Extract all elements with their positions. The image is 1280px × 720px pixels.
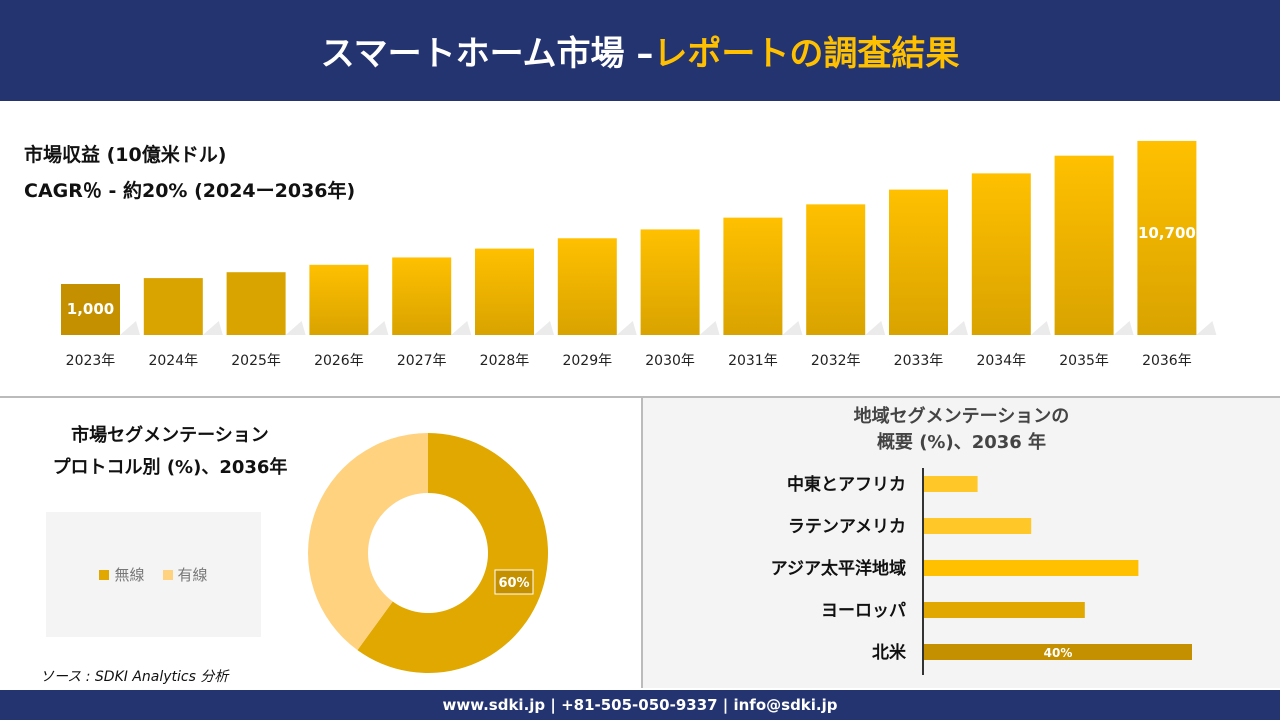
year-tick-label: 2031年 bbox=[728, 353, 778, 369]
region-bar bbox=[924, 602, 1085, 618]
section-divider bbox=[0, 396, 1280, 398]
revenue-bar bbox=[723, 217, 783, 335]
revenue-bar bbox=[392, 257, 452, 335]
protocol-donut-chart: 60% bbox=[308, 433, 548, 673]
region-label: ラテンアメリカ bbox=[788, 517, 906, 537]
protocol-legend: 無線 有線 bbox=[46, 512, 261, 637]
region-label: ヨーロッパ bbox=[821, 601, 906, 621]
protocol-chart-title: 市場セグメンテーション プロトコル別 (%)、2036年 bbox=[30, 420, 310, 484]
year-tick-label: 2036年 bbox=[1142, 353, 1192, 369]
slice-label-box bbox=[494, 569, 534, 595]
regional-panel: 地域セグメンテーションの 概要 (%)、2036 年 中東とアフリカ ラテンアメリ… bbox=[641, 398, 1280, 688]
region-bar bbox=[924, 644, 1192, 660]
year-tick-label: 2034年 bbox=[976, 353, 1026, 369]
header-banner: スマートホーム市場 – レポートの調査結果 bbox=[0, 0, 1280, 101]
legend-item-wireless: 無線 bbox=[99, 564, 145, 585]
revenue-bar bbox=[971, 173, 1031, 335]
bar-shadow bbox=[1196, 321, 1217, 335]
donut-slice bbox=[308, 433, 428, 651]
year-tick-label: 2030年 bbox=[645, 353, 695, 369]
region-bar bbox=[924, 518, 1032, 534]
regional-title-line1: 地域セグメンテーションの bbox=[853, 406, 1070, 427]
legend-label: 有線 bbox=[177, 566, 208, 584]
bar-shadow bbox=[782, 321, 803, 335]
year-tick-label: 2029年 bbox=[562, 353, 612, 369]
year-tick-label: 2023年 bbox=[66, 353, 116, 369]
revenue-bar bbox=[1137, 140, 1197, 335]
year-tick-label: 2025年 bbox=[231, 353, 281, 369]
year-tick-label: 2033年 bbox=[894, 353, 944, 369]
revenue-bar bbox=[640, 229, 700, 335]
revenue-bar-chart: 2023年 1,000 2024年 2025年 2026年 2027年 2028年 2029年… bbox=[61, 140, 1217, 369]
region-bar bbox=[924, 560, 1139, 576]
bar-shadow bbox=[534, 321, 554, 335]
region-data-label: 40% bbox=[1044, 646, 1073, 660]
revenue-bar bbox=[309, 264, 369, 335]
bar-shadow bbox=[120, 321, 140, 335]
revenue-bar bbox=[806, 204, 866, 335]
slice-label: 60% bbox=[498, 576, 529, 591]
region-label: 北米 bbox=[872, 642, 907, 663]
revenue-bar bbox=[889, 189, 948, 335]
revenue-bar bbox=[475, 248, 534, 335]
region-bar bbox=[924, 476, 978, 492]
bar-shadow bbox=[1113, 321, 1134, 335]
bar-shadow bbox=[948, 321, 968, 335]
protocol-title-line1: 市場セグメンテーション bbox=[71, 425, 269, 446]
bar-shadow bbox=[1030, 321, 1051, 335]
donut-slice bbox=[357, 433, 548, 673]
year-tick-label: 2035年 bbox=[1059, 353, 1109, 369]
legend-swatch bbox=[99, 570, 110, 580]
revenue-bar bbox=[143, 278, 203, 335]
year-tick-label: 2026年 bbox=[314, 353, 364, 369]
legend-swatch bbox=[162, 570, 173, 580]
legend-label: 無線 bbox=[114, 566, 145, 584]
year-tick-label: 2024年 bbox=[148, 353, 198, 369]
bar-shadow bbox=[865, 321, 886, 335]
region-label: 中東とアフリカ bbox=[787, 474, 906, 495]
revenue-bar bbox=[226, 272, 286, 335]
legend-item-wired: 有線 bbox=[162, 564, 208, 585]
revenue-chart-title: 市場収益 (10億米ドル) bbox=[24, 144, 227, 166]
regional-chart-title: 地域セグメンテーションの 概要 (%)、2036 年 bbox=[643, 404, 1280, 456]
revenue-chart-subtitle: CAGR％ - 約20% (2024ー2036年) bbox=[24, 180, 356, 202]
regional-title-line2: 概要 (%)、2036 年 bbox=[876, 432, 1047, 453]
title-main: スマートホーム市場 – bbox=[320, 34, 654, 74]
bar-shadow bbox=[368, 321, 389, 335]
revenue-data-label: 10,700 bbox=[1138, 224, 1196, 242]
revenue-bar bbox=[1054, 155, 1114, 335]
region-label: アジア太平洋地域 bbox=[771, 558, 906, 579]
year-tick-label: 2032年 bbox=[811, 353, 861, 369]
year-tick-label: 2028年 bbox=[480, 353, 530, 369]
bar-shadow bbox=[699, 321, 720, 335]
bar-shadow bbox=[616, 321, 637, 335]
title-accent: レポートの調査結果 bbox=[653, 34, 960, 74]
revenue-bar bbox=[61, 284, 120, 335]
bar-shadow bbox=[285, 321, 306, 335]
revenue-bar bbox=[557, 238, 617, 335]
year-tick-label: 2027年 bbox=[397, 353, 447, 369]
protocol-title-line2: プロトコル別 (%)、2036年 bbox=[52, 457, 288, 478]
bar-shadow bbox=[451, 321, 472, 335]
footer-contact: www.sdki.jp | +81-505-050-9337 | info@sd… bbox=[0, 690, 1280, 720]
source-note: ソース : SDKI Analytics 分析 bbox=[40, 669, 229, 685]
revenue-data-label: 1,000 bbox=[67, 300, 114, 318]
bar-shadow bbox=[202, 321, 223, 335]
